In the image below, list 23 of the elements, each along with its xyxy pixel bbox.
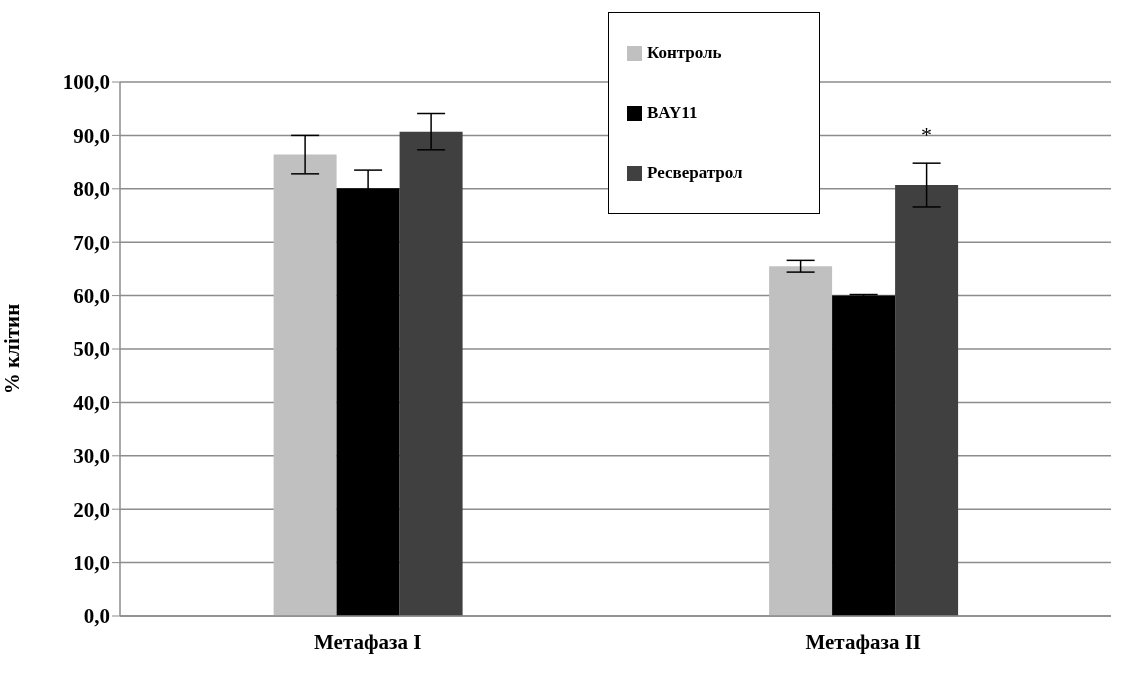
y-axis-title: % клітин	[0, 303, 25, 395]
x-tick-label: Метафаза I	[314, 629, 422, 654]
y-tick-label: 30,0	[73, 444, 110, 469]
bar	[832, 295, 896, 616]
bar	[273, 154, 337, 616]
bar	[399, 131, 463, 616]
y-tick-label: 20,0	[73, 497, 110, 522]
legend-label: BAY11	[647, 103, 698, 123]
y-tick-label: 70,0	[73, 230, 110, 255]
y-tick-label: 100,0	[62, 70, 110, 95]
bar	[895, 185, 959, 616]
y-tick-label: 90,0	[73, 123, 110, 148]
y-tick-label: 10,0	[73, 551, 110, 576]
y-tick-label: 50,0	[73, 337, 110, 362]
y-tick-label: 60,0	[73, 284, 110, 309]
legend-label: Контроль	[647, 43, 722, 63]
x-tick-label: Метафаза II	[805, 629, 921, 654]
y-tick-label: 40,0	[73, 390, 110, 415]
y-tick-label: 80,0	[73, 177, 110, 202]
annotation: *	[921, 122, 932, 148]
y-tick-label: 0,0	[83, 604, 110, 629]
legend-label: Ресвератрол	[647, 163, 743, 183]
bar	[769, 266, 833, 616]
